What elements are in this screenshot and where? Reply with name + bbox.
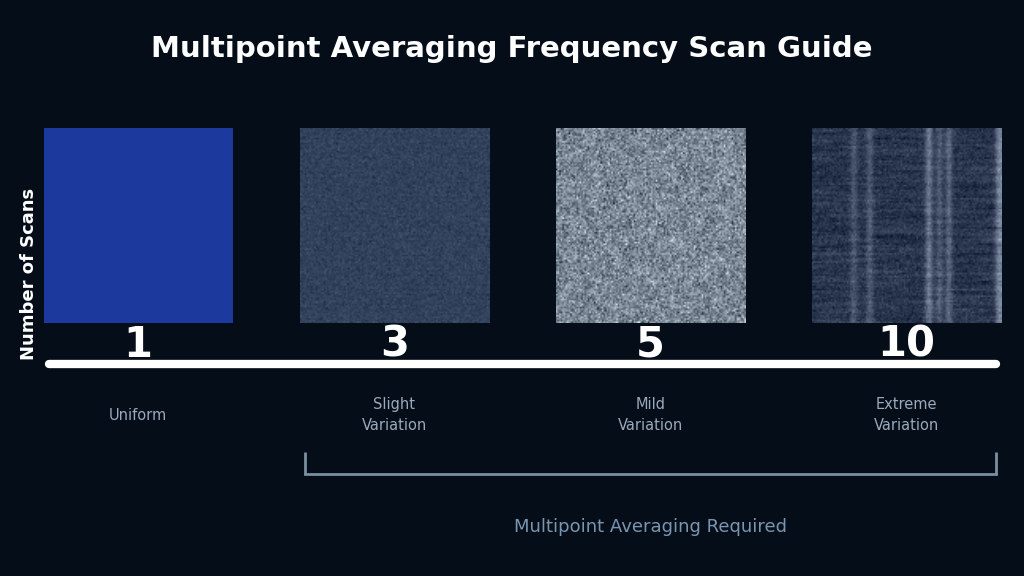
Text: 5: 5 bbox=[636, 324, 665, 366]
Text: Mild
Variation: Mild Variation bbox=[617, 397, 683, 433]
Text: Number of Scans: Number of Scans bbox=[19, 188, 38, 361]
Text: Multipoint Averaging Required: Multipoint Averaging Required bbox=[514, 518, 786, 536]
Bar bbox=[44, 128, 233, 323]
Text: Extreme
Variation: Extreme Variation bbox=[873, 397, 939, 433]
Text: Uniform: Uniform bbox=[110, 408, 167, 423]
Text: Multipoint Averaging Frequency Scan Guide: Multipoint Averaging Frequency Scan Guid… bbox=[152, 35, 872, 63]
Text: Slight
Variation: Slight Variation bbox=[361, 397, 427, 433]
Text: 3: 3 bbox=[380, 324, 409, 366]
Text: 10: 10 bbox=[878, 324, 935, 366]
Text: 1: 1 bbox=[124, 324, 153, 366]
